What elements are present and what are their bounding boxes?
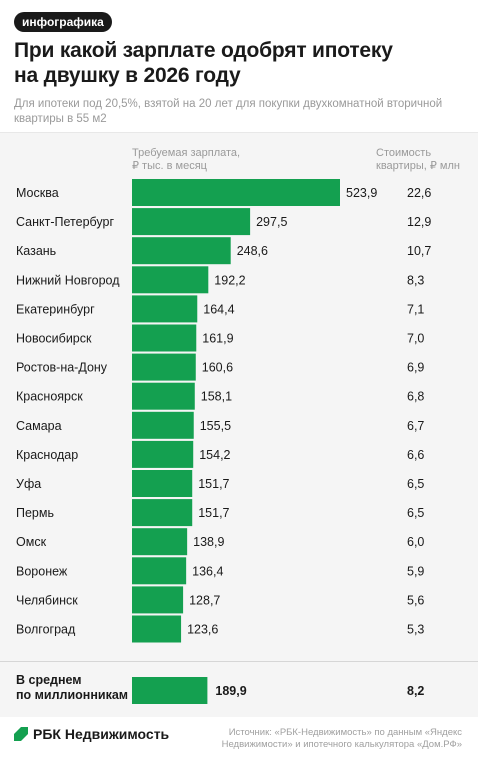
bar: [132, 470, 193, 497]
price-value-label: 6,8: [407, 390, 424, 404]
price-value-label: 5,9: [407, 564, 424, 578]
bar: [132, 411, 194, 439]
page-title: При какой зарплате одобрят ипотеку на дв…: [14, 38, 464, 88]
salary-value-label: 161,9: [202, 332, 233, 346]
city-label: Уфа: [16, 477, 41, 491]
salary-header-line-1: Требуемая зарплата,: [132, 147, 241, 159]
city-label: Самара: [16, 419, 62, 433]
city-label: Челябинск: [16, 593, 78, 607]
price-header-line-1: Стоимость: [376, 147, 432, 159]
bar: [132, 382, 195, 410]
salary-value-label: 138,9: [193, 535, 224, 549]
average-salary-label: 189,9: [215, 684, 246, 698]
price-value-label: 6,5: [407, 506, 424, 520]
average-label-line-2: по миллионникам: [16, 688, 129, 702]
bar: [132, 615, 182, 643]
source-line-2: Недвижимости» и ипотечного калькулятора …: [221, 739, 462, 750]
city-label: Санкт-Петербург: [16, 215, 114, 229]
price-column-header: Стоимость квартиры, ₽ млн: [376, 147, 460, 173]
bar: [132, 353, 196, 381]
salary-value-label: 151,7: [198, 477, 229, 491]
salary-value-label: 155,5: [200, 419, 231, 433]
top-divider: [0, 132, 478, 133]
salary-value-label: 123,6: [187, 623, 218, 637]
bar: [132, 586, 184, 614]
salary-value-label: 154,2: [199, 448, 230, 462]
city-label: Нижний Новгород: [16, 273, 120, 287]
city-label: Краснодар: [16, 448, 78, 462]
bar: [132, 528, 188, 556]
price-value-label: 6,6: [407, 448, 424, 462]
brand-logo: РБК Недвижимость: [14, 726, 169, 742]
bar: [132, 208, 251, 236]
salary-value-label: 128,7: [189, 593, 220, 607]
price-value-label: 5,6: [407, 593, 424, 607]
salary-value-label: 297,5: [256, 215, 287, 229]
average-bar: [132, 677, 208, 704]
price-value-label: 7,1: [407, 302, 424, 316]
city-label: Екатеринбург: [16, 302, 95, 316]
bar: [132, 179, 340, 206]
salary-header-line-2: ₽ тыс. в месяц: [132, 160, 207, 172]
bar: [132, 266, 209, 294]
source-line-1: Источник: «РБК-Недвижимость» по данным «…: [228, 727, 462, 738]
page-subtitle: Для ипотеки под 20,5%, взятой на 20 лет …: [14, 97, 464, 127]
bar: [132, 440, 194, 468]
salary-value-label: 160,6: [202, 361, 233, 375]
city-label: Казань: [16, 244, 56, 258]
bar: [132, 557, 187, 585]
salary-value-label: 151,7: [198, 506, 229, 520]
average-price-label: 8,2: [407, 684, 424, 698]
salary-value-label: 192,2: [214, 273, 245, 287]
price-value-label: 8,3: [407, 273, 424, 287]
infographic-badge: инфографика: [14, 12, 112, 32]
price-value-label: 12,9: [407, 215, 431, 229]
bar: [132, 237, 231, 265]
salary-column-header: Требуемая зарплата, ₽ тыс. в месяц: [132, 147, 240, 173]
salary-value-label: 248,6: [237, 244, 268, 258]
salary-value-label: 158,1: [201, 390, 232, 404]
city-label: Ростов-на-Дону: [16, 361, 108, 375]
price-value-label: 6,7: [407, 419, 424, 433]
price-value-label: 10,7: [407, 244, 431, 258]
city-label: Москва: [16, 186, 59, 200]
salary-value-label: 164,4: [203, 302, 234, 316]
price-value-label: 6,0: [407, 535, 424, 549]
rbc-arrow-icon: [14, 727, 28, 741]
city-label: Волгоград: [16, 623, 76, 637]
price-header-line-2: квартиры, ₽ млн: [376, 160, 460, 172]
city-label: Красноярск: [16, 390, 83, 404]
city-label: Пермь: [16, 506, 54, 520]
average-label-line-1: В среднем: [16, 673, 82, 687]
price-value-label: 6,5: [407, 477, 424, 491]
salary-value-label: 523,9: [346, 186, 377, 200]
subtitle-line-2: квартиры в 55 м2: [14, 113, 107, 125]
title-line-2: на двушку в 2026 году: [14, 64, 241, 87]
salary-value-label: 136,4: [192, 564, 223, 578]
source-note: Источник: «РБК-Недвижимость» по данным «…: [212, 727, 462, 751]
title-line-1: При какой зарплате одобрят ипотеку: [14, 39, 393, 62]
price-value-label: 22,6: [407, 186, 431, 200]
price-value-label: 7,0: [407, 332, 424, 346]
average-label: В среднем по миллионникам: [16, 673, 128, 703]
city-label: Воронеж: [16, 564, 68, 578]
average-separator: [0, 661, 478, 662]
price-value-label: 5,3: [407, 623, 424, 637]
bar: [132, 499, 193, 527]
bar: [132, 324, 197, 352]
city-label: Новосибирск: [16, 332, 92, 346]
subtitle-line-1: Для ипотеки под 20,5%, взятой на 20 лет …: [14, 98, 443, 110]
price-value-label: 6,9: [407, 361, 424, 375]
bar: [132, 295, 198, 323]
city-label: Омск: [16, 535, 47, 549]
brand-name: РБК Недвижимость: [33, 726, 170, 742]
